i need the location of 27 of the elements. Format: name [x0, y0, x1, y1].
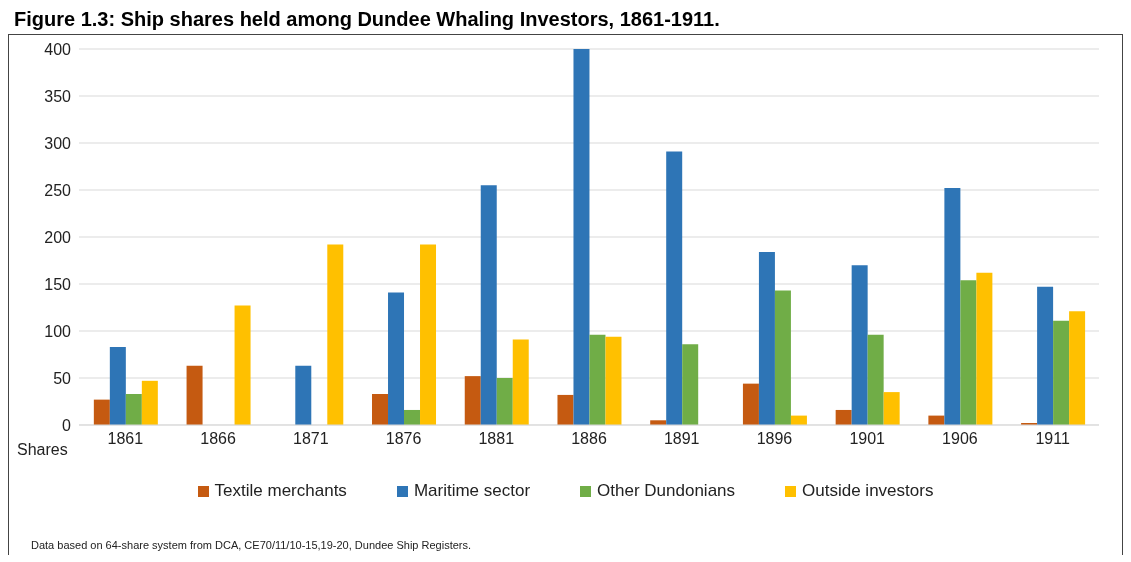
y-tick-label: 50 [53, 369, 72, 387]
x-tick-label: 1896 [756, 430, 793, 448]
y-tick-label: 150 [44, 275, 72, 293]
legend-label: Other Dundonians [597, 481, 736, 501]
y-tick-label: 0 [62, 416, 72, 434]
y-tick-label: 400 [44, 40, 72, 58]
x-tick-label: 1876 [385, 430, 422, 448]
x-tick-label: 1886 [571, 430, 607, 448]
legend-label: Outside investors [802, 481, 934, 501]
x-tick-label: 1906 [942, 430, 978, 448]
y-tick-label: 100 [44, 322, 72, 340]
legend-label: Textile merchants [214, 481, 347, 501]
x-tick-label: 1871 [293, 430, 329, 448]
y-tick-label: 200 [44, 228, 72, 246]
y-tick-label: 250 [44, 181, 72, 199]
x-tick-label: 1866 [200, 430, 236, 448]
x-tick-label: 1861 [107, 430, 144, 448]
x-tick-label: 1901 [849, 430, 886, 448]
x-tick-label: 1881 [478, 430, 515, 448]
y-tick-label: 350 [44, 87, 72, 105]
x-tick-label: 1891 [663, 430, 700, 448]
y-axis-title: Shares [17, 441, 68, 459]
chart-title: Figure 1.3: Ship shares held among Dundee Whaling Investors, 1861-1911. [13, 8, 721, 32]
text: Data based on 64-share system from DCA, CE70/11/10-15,19-20, Dundee Ship Registers. [31, 539, 472, 551]
legend-label: Maritime sector [413, 481, 531, 501]
y-tick-label: 300 [44, 134, 72, 152]
x-tick-label: 1911 [1035, 430, 1070, 448]
